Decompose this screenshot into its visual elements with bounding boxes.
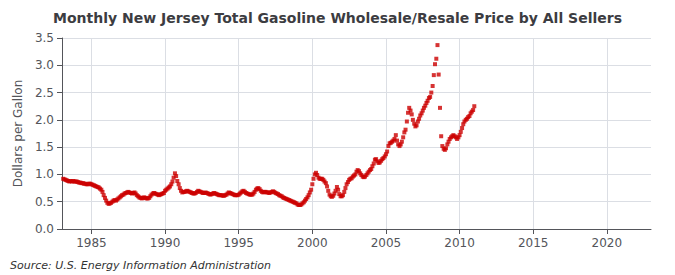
svg-text:2.5: 2.5: [35, 86, 54, 100]
svg-text:2015: 2015: [518, 236, 549, 250]
svg-text:1.5: 1.5: [35, 140, 54, 154]
svg-text:2010: 2010: [444, 236, 475, 250]
svg-text:2020: 2020: [592, 236, 623, 250]
svg-text:0.0: 0.0: [35, 222, 54, 236]
svg-text:2005: 2005: [371, 236, 402, 250]
svg-text:3.0: 3.0: [35, 58, 54, 72]
svg-text:1995: 1995: [223, 236, 254, 250]
svg-text:Monthly New Jersey Total Gasol: Monthly New Jersey Total Gasoline Wholes…: [53, 10, 622, 26]
svg-text:1985: 1985: [76, 236, 107, 250]
svg-text:1990: 1990: [150, 236, 181, 250]
svg-text:2.0: 2.0: [35, 113, 54, 127]
svg-text:3.5: 3.5: [35, 31, 54, 45]
svg-text:2000: 2000: [297, 236, 328, 250]
svg-text:Source: U.S. Energy Informatio: Source: U.S. Energy Information Administ…: [10, 259, 271, 272]
svg-text:Dollars per Gallon: Dollars per Gallon: [11, 80, 25, 188]
svg-text:0.5: 0.5: [35, 195, 54, 209]
svg-text:1.0: 1.0: [35, 167, 54, 181]
